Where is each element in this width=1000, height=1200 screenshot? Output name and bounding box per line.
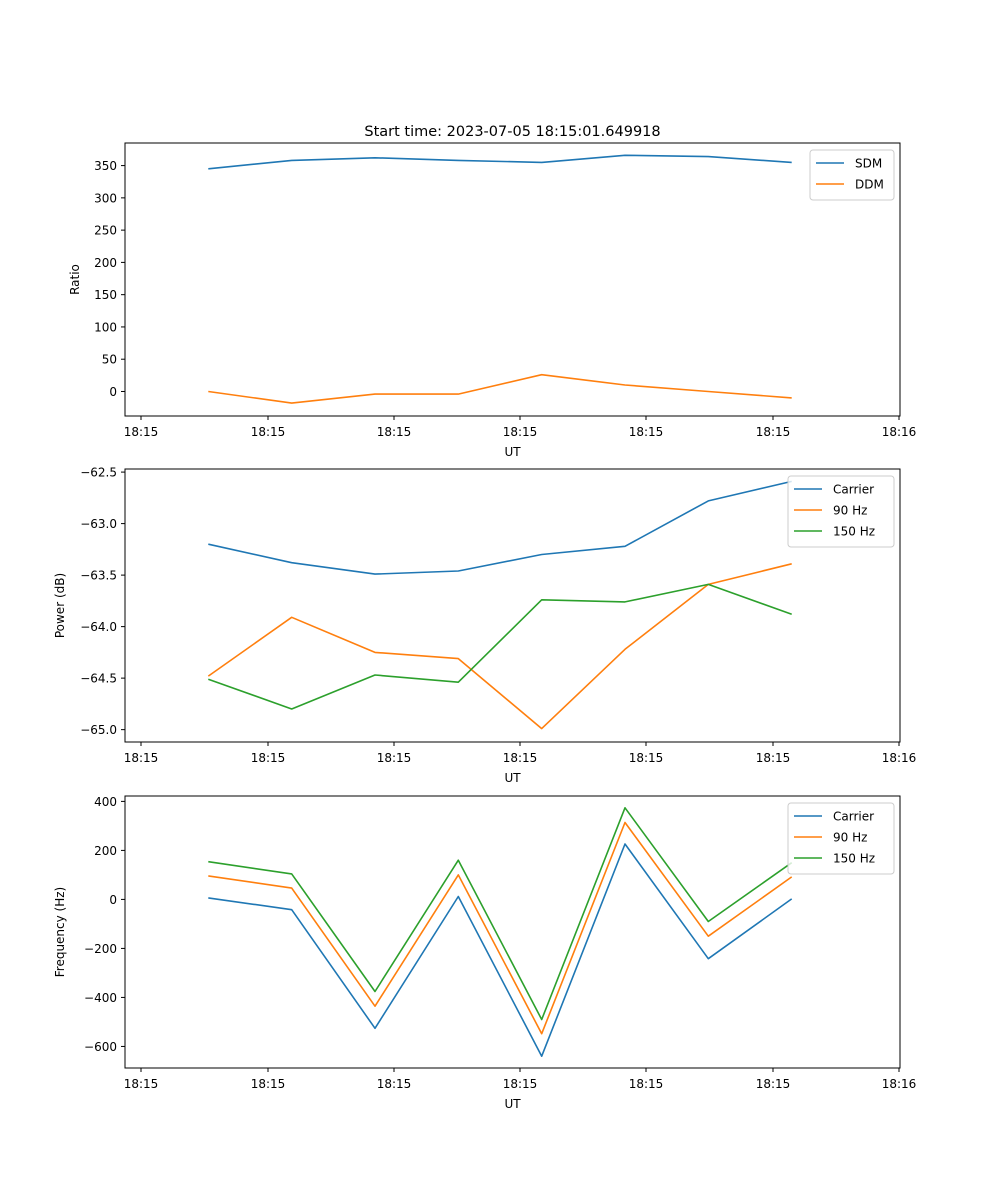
series-line-90-hz (208, 821, 793, 1035)
subplot-2: 18:15 18:15 18:15 18:15 18:15 18:15 18:16 −65.0… (53, 466, 916, 785)
y-tick-label: −64.0 (80, 620, 117, 634)
x-tick-label: 18:15 (251, 425, 286, 439)
y-tick-label: −63.5 (80, 569, 117, 583)
x-tick-label: 18:15 (629, 425, 664, 439)
y-tick-label: 50 (102, 353, 117, 367)
legend: Carrier 90 Hz 150 Hz (787, 802, 895, 875)
x-tick-label: 18:15 (124, 425, 159, 439)
subplot-3: 18:15 18:15 18:15 18:15 18:15 18:15 18:16 −600 −… (53, 795, 916, 1111)
legend-label: SDM (855, 157, 882, 171)
x-tick-label: 18:16 (882, 425, 917, 439)
y-tick-label: 350 (94, 159, 117, 173)
y-tick-label: −63.0 (80, 517, 117, 531)
axes-frame (124, 795, 901, 1069)
y-tick-label: −62.5 (80, 466, 117, 480)
x-tick-label: 18:15 (251, 751, 286, 765)
x-tick-label: 18:15 (629, 1077, 664, 1091)
series-line-carrier (208, 843, 793, 1057)
x-tick-label: 18:16 (882, 1077, 917, 1091)
x-tick-label: 18:16 (882, 751, 917, 765)
y-tick-label: −200 (84, 942, 117, 956)
y-tick-label: −65.0 (80, 723, 117, 737)
y-tick-label: −400 (84, 991, 117, 1005)
legend-box (787, 475, 895, 548)
legend-label: Carrier (833, 810, 874, 824)
x-tick-label: 18:15 (124, 1077, 159, 1091)
legend: Carrier 90 Hz 150 Hz (787, 475, 895, 548)
y-tick-label: 100 (94, 320, 117, 334)
y-tick-label: −600 (84, 1040, 117, 1054)
series-line-150-hz (208, 583, 792, 710)
x-tick-label: 18:15 (629, 751, 664, 765)
y-tick-label: 150 (94, 288, 117, 302)
x-axis-label: UT (504, 771, 521, 785)
subplot-1: 18:15 18:15 18:15 18:15 18:15 18:15 18:16 0 50 10… (68, 142, 917, 459)
x-tick-label: 18:15 (756, 1077, 791, 1091)
legend-label: 150 Hz (833, 852, 875, 866)
y-axis-label: Frequency (Hz) (53, 887, 67, 978)
subplots: 18:15 18:15 18:15 18:15 18:15 18:15 18:16 0 50 10… (53, 142, 917, 1111)
legend-label: 150 Hz (833, 525, 875, 539)
y-tick-label: 250 (94, 224, 117, 238)
y-tick-label: 0 (109, 893, 117, 907)
series-line-90-hz (207, 563, 792, 730)
series-line-150-hz (208, 806, 793, 1021)
legend-label: DDM (855, 178, 884, 192)
x-tick-label: 18:15 (124, 751, 159, 765)
x-tick-label: 18:15 (503, 1077, 538, 1091)
y-axis-label: Ratio (68, 264, 82, 295)
legend-label: 90 Hz (833, 831, 867, 845)
y-tick-label: 200 (94, 844, 117, 858)
x-axis-label: UT (504, 445, 521, 459)
axes-frame (124, 468, 901, 743)
x-tick-label: 18:15 (377, 751, 412, 765)
x-axis-label: UT (504, 1097, 521, 1111)
legend-label: 90 Hz (833, 504, 867, 518)
x-tick-label: 18:15 (756, 751, 791, 765)
y-tick-label: 400 (94, 795, 117, 809)
x-tick-label: 18:15 (503, 751, 538, 765)
x-tick-label: 18:15 (377, 1077, 412, 1091)
y-tick-label: −64.5 (80, 672, 117, 686)
series-line-sdm (208, 154, 792, 170)
y-axis-label: Power (dB) (53, 573, 67, 638)
y-tick-label: 200 (94, 256, 117, 270)
x-tick-label: 18:15 (756, 425, 791, 439)
x-tick-label: 18:15 (503, 425, 538, 439)
legend-box (787, 802, 895, 875)
x-tick-label: 18:15 (377, 425, 412, 439)
legend-label: Carrier (833, 483, 874, 497)
y-tick-label: 0 (109, 385, 117, 399)
series-line-carrier (208, 480, 792, 575)
axes-frame (124, 142, 901, 417)
x-tick-label: 18:15 (251, 1077, 286, 1091)
y-tick-label: 300 (94, 191, 117, 205)
figure-title: Start time: 2023-07-05 18:15:01.649918 (364, 124, 660, 140)
series-line-ddm (208, 373, 792, 404)
legend: SDM DDM (809, 149, 895, 201)
